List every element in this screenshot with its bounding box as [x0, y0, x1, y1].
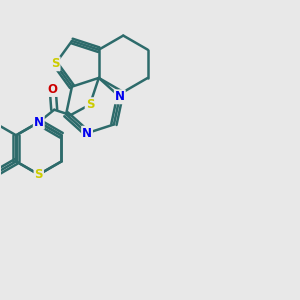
- Text: S: S: [85, 98, 94, 111]
- Text: N: N: [82, 127, 92, 140]
- Text: S: S: [51, 57, 60, 70]
- Text: N: N: [34, 116, 44, 129]
- Text: N: N: [115, 90, 125, 103]
- Text: S: S: [34, 168, 43, 181]
- Text: O: O: [48, 83, 58, 96]
